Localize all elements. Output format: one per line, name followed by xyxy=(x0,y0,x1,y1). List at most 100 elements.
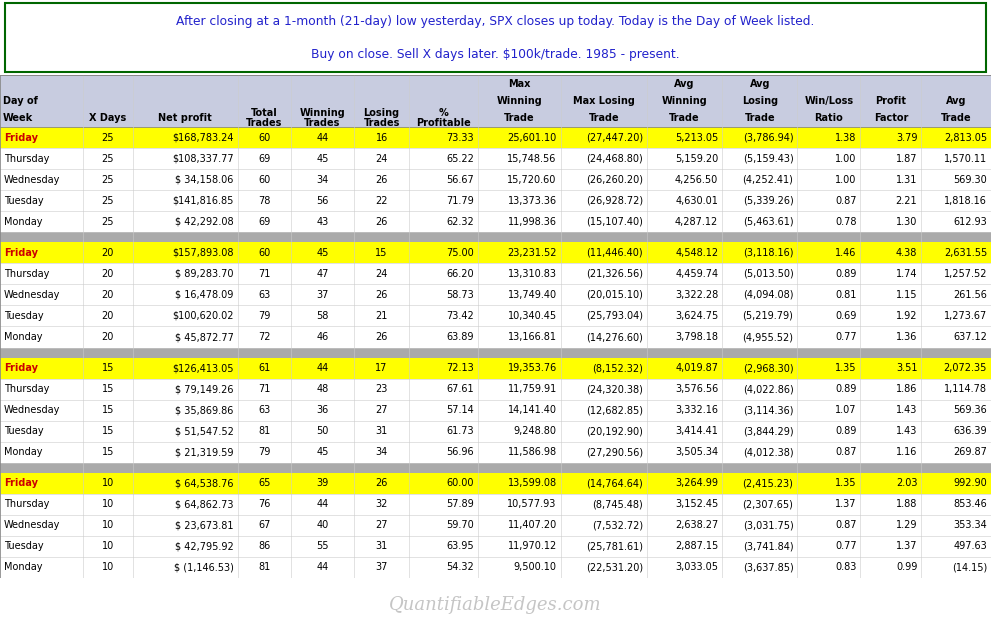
Text: 15,720.60: 15,720.60 xyxy=(507,175,557,185)
Text: 10,577.93: 10,577.93 xyxy=(507,499,557,510)
Text: 67: 67 xyxy=(258,520,271,530)
Text: (14,276.60): (14,276.60) xyxy=(587,332,643,342)
Text: 21: 21 xyxy=(376,311,387,321)
Text: 1.30: 1.30 xyxy=(896,216,918,227)
Text: $ 45,872.77: $ 45,872.77 xyxy=(175,332,234,342)
Text: 3,576.56: 3,576.56 xyxy=(675,384,718,394)
Text: 60: 60 xyxy=(259,175,271,185)
Text: After closing at a 1-month (21-day) low yesterday, SPX closes up today. Today is: After closing at a 1-month (21-day) low … xyxy=(176,15,815,27)
Text: 56.67: 56.67 xyxy=(446,175,474,185)
Text: 1,273.67: 1,273.67 xyxy=(943,311,987,321)
Text: 612.93: 612.93 xyxy=(953,216,987,227)
Text: 78: 78 xyxy=(258,196,271,206)
Text: Losing
Trades: Losing Trades xyxy=(364,108,399,128)
Text: 11,586.98: 11,586.98 xyxy=(507,448,557,457)
Text: 75.00: 75.00 xyxy=(446,248,474,258)
Text: 636.39: 636.39 xyxy=(953,426,987,436)
Text: (5,159.43): (5,159.43) xyxy=(742,154,794,164)
Text: 44: 44 xyxy=(316,499,329,510)
Text: Ratio: Ratio xyxy=(815,113,843,123)
Text: 1.31: 1.31 xyxy=(896,175,918,185)
Text: (5,463.61): (5,463.61) xyxy=(743,216,794,227)
Text: 1.37: 1.37 xyxy=(835,499,856,510)
Text: 1.92: 1.92 xyxy=(896,311,918,321)
Text: 37: 37 xyxy=(376,563,387,572)
Text: 15: 15 xyxy=(376,248,387,258)
Text: $ 51,547.52: $ 51,547.52 xyxy=(175,426,234,436)
Text: 20: 20 xyxy=(102,332,114,342)
Text: 20: 20 xyxy=(102,269,114,279)
Text: 65.22: 65.22 xyxy=(446,154,474,164)
Text: (8,745.48): (8,745.48) xyxy=(593,499,643,510)
Text: 992.90: 992.90 xyxy=(953,479,987,488)
Text: Wednesday: Wednesday xyxy=(4,405,60,415)
Text: Monday: Monday xyxy=(4,563,43,572)
Text: 1,257.52: 1,257.52 xyxy=(943,269,987,279)
Bar xyxy=(0,191,991,211)
Text: $157,893.08: $157,893.08 xyxy=(172,248,234,258)
Text: 86: 86 xyxy=(259,541,271,551)
Text: $ 64,862.73: $ 64,862.73 xyxy=(175,499,234,510)
Text: (2,415.23): (2,415.23) xyxy=(742,479,794,488)
Text: 4,548.12: 4,548.12 xyxy=(675,248,718,258)
Text: 3,798.18: 3,798.18 xyxy=(675,332,718,342)
Text: (3,741.84): (3,741.84) xyxy=(743,541,794,551)
Text: 48: 48 xyxy=(316,384,329,394)
Text: 0.77: 0.77 xyxy=(834,541,856,551)
Bar xyxy=(0,358,991,379)
Text: 26: 26 xyxy=(376,332,387,342)
Text: 44: 44 xyxy=(316,563,329,572)
Text: 25: 25 xyxy=(102,133,114,142)
Text: 11,759.91: 11,759.91 xyxy=(507,384,557,394)
Text: 65: 65 xyxy=(258,479,271,488)
Text: Profit: Profit xyxy=(875,96,907,106)
Text: 26: 26 xyxy=(376,479,387,488)
Text: 1.00: 1.00 xyxy=(835,175,856,185)
Bar xyxy=(0,399,991,421)
Text: 24: 24 xyxy=(376,269,387,279)
Text: 13,310.83: 13,310.83 xyxy=(507,269,557,279)
Text: 497.63: 497.63 xyxy=(953,541,987,551)
Text: (26,260.20): (26,260.20) xyxy=(586,175,643,185)
Text: (21,326.56): (21,326.56) xyxy=(586,269,643,279)
Text: Net profit: Net profit xyxy=(159,113,212,123)
Text: Trade: Trade xyxy=(940,113,971,123)
Text: 23,231.52: 23,231.52 xyxy=(507,248,557,258)
Text: 81: 81 xyxy=(259,426,271,436)
Text: 31: 31 xyxy=(376,426,387,436)
Text: Week: Week xyxy=(3,113,34,123)
Text: 0.89: 0.89 xyxy=(835,426,856,436)
Text: 25,601.10: 25,601.10 xyxy=(507,133,557,142)
Text: 59.70: 59.70 xyxy=(446,520,474,530)
Text: 27: 27 xyxy=(376,520,387,530)
Text: Buy on close. Sell X days later. $100k/trade. 1985 - present.: Buy on close. Sell X days later. $100k/t… xyxy=(311,48,680,61)
Text: $108,337.77: $108,337.77 xyxy=(172,154,234,164)
Text: 1.86: 1.86 xyxy=(896,384,918,394)
Text: Monday: Monday xyxy=(4,332,43,342)
Text: 2,887.15: 2,887.15 xyxy=(675,541,718,551)
Text: (5,219.79): (5,219.79) xyxy=(742,311,794,321)
Text: 25: 25 xyxy=(102,216,114,227)
Text: 69: 69 xyxy=(259,154,271,164)
Text: 62.32: 62.32 xyxy=(446,216,474,227)
Text: (25,793.04): (25,793.04) xyxy=(586,311,643,321)
Text: 44: 44 xyxy=(316,363,329,373)
Text: 3,414.41: 3,414.41 xyxy=(676,426,718,436)
Text: 353.34: 353.34 xyxy=(953,520,987,530)
Text: 63.95: 63.95 xyxy=(446,541,474,551)
Text: $ 89,283.70: $ 89,283.70 xyxy=(175,269,234,279)
Text: 0.87: 0.87 xyxy=(835,448,856,457)
Text: 3,332.16: 3,332.16 xyxy=(675,405,718,415)
Text: 71: 71 xyxy=(258,269,271,279)
Text: 0.89: 0.89 xyxy=(835,384,856,394)
Text: (5,339.26): (5,339.26) xyxy=(742,196,794,206)
Text: (2,307.65): (2,307.65) xyxy=(742,499,794,510)
Text: Wednesday: Wednesday xyxy=(4,520,60,530)
Text: 4.38: 4.38 xyxy=(896,248,918,258)
Bar xyxy=(0,536,991,557)
Text: 1.29: 1.29 xyxy=(896,520,918,530)
Text: Factor: Factor xyxy=(874,113,908,123)
Text: (4,022.86): (4,022.86) xyxy=(742,384,794,394)
Text: Max Losing: Max Losing xyxy=(573,96,635,106)
Text: Thursday: Thursday xyxy=(4,154,50,164)
